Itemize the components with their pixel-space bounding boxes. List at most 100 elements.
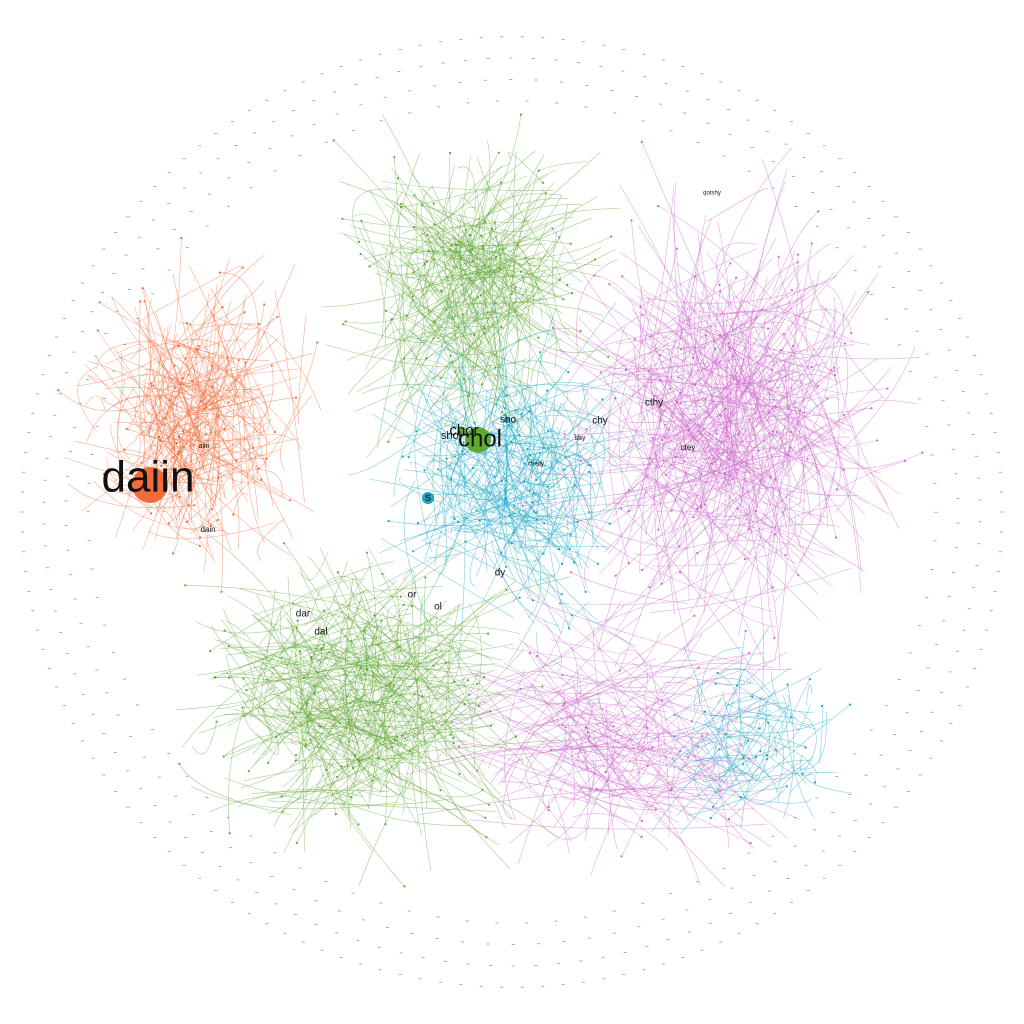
edge <box>148 237 182 496</box>
minor-node <box>801 772 804 776</box>
edge <box>544 727 566 776</box>
minor-node <box>504 407 507 410</box>
edge <box>520 268 543 320</box>
minor-node <box>426 233 429 236</box>
node-daiin <box>132 467 168 503</box>
minor-node <box>410 604 413 608</box>
edge <box>378 495 582 588</box>
edge <box>389 258 473 311</box>
minor-node <box>462 313 465 316</box>
minor-node <box>767 327 770 330</box>
minor-node <box>712 805 715 809</box>
minor-node <box>182 468 185 471</box>
minor-node <box>547 429 550 432</box>
label-shol: shol <box>441 430 461 442</box>
edge <box>671 651 788 790</box>
edge <box>499 388 558 513</box>
edge <box>425 416 458 471</box>
minor-node <box>749 842 752 845</box>
edge <box>220 479 226 499</box>
minor-node <box>832 366 836 369</box>
minor-node <box>561 674 564 677</box>
edge <box>672 757 787 792</box>
edge <box>546 754 595 847</box>
edge <box>427 186 545 312</box>
edge <box>453 529 479 534</box>
minor-node <box>563 432 566 435</box>
minor-node <box>649 335 652 338</box>
edge <box>763 308 812 368</box>
edge <box>409 235 471 304</box>
minor-node <box>263 303 266 306</box>
edge <box>113 395 172 407</box>
edge <box>613 725 650 765</box>
minor-node <box>182 445 185 449</box>
minor-node <box>669 387 672 391</box>
minor-node <box>415 430 418 433</box>
minor-node <box>473 333 476 336</box>
minor-node <box>774 405 777 408</box>
edge <box>500 194 562 233</box>
minor-node <box>373 614 376 617</box>
edge <box>412 492 535 552</box>
minor-node <box>432 337 435 340</box>
minor-node <box>466 679 470 682</box>
edge <box>179 763 292 816</box>
minor-node <box>511 421 514 424</box>
minor-node <box>453 426 456 429</box>
minor-node <box>220 590 223 593</box>
minor-node <box>569 242 572 245</box>
edge <box>516 330 554 343</box>
minor-node <box>125 427 128 430</box>
minor-node <box>140 461 143 464</box>
edge <box>670 303 841 394</box>
minor-node <box>280 795 283 798</box>
minor-node <box>198 544 201 548</box>
edge <box>536 253 561 280</box>
minor-node <box>833 374 837 377</box>
minor-node <box>363 673 366 676</box>
edge <box>221 351 238 394</box>
edge <box>476 510 488 577</box>
edge <box>210 313 260 330</box>
edge <box>496 441 512 478</box>
edge <box>568 601 590 631</box>
edge <box>385 310 508 389</box>
minor-node <box>526 447 529 450</box>
edge <box>444 248 564 343</box>
edge <box>778 256 822 372</box>
edge <box>674 714 831 734</box>
minor-node <box>184 357 187 360</box>
minor-node <box>505 588 508 592</box>
minor-node <box>512 531 515 535</box>
edge <box>111 297 206 399</box>
edge <box>173 413 233 448</box>
edge <box>778 504 840 533</box>
minor-node <box>480 383 483 386</box>
minor-node <box>489 724 492 727</box>
edge <box>484 169 539 334</box>
minor-node <box>739 795 742 799</box>
edge <box>62 456 180 498</box>
minor-node <box>175 441 178 445</box>
edge <box>332 595 408 658</box>
minor-node <box>425 357 428 360</box>
minor-node <box>568 547 572 550</box>
edge <box>636 295 772 370</box>
minor-node <box>700 473 703 476</box>
edge <box>325 344 527 368</box>
edge <box>729 347 754 467</box>
minor-node <box>413 693 416 696</box>
minor-node <box>444 661 447 665</box>
minor-node <box>528 410 531 413</box>
minor-node <box>569 533 572 536</box>
minor-node <box>782 333 786 336</box>
minor-node <box>483 327 486 330</box>
minor-node <box>371 779 374 782</box>
edge <box>562 724 701 886</box>
edge <box>798 360 840 564</box>
edge <box>561 699 669 777</box>
minor-node <box>787 407 790 410</box>
edge <box>165 368 301 388</box>
edge <box>492 231 534 293</box>
